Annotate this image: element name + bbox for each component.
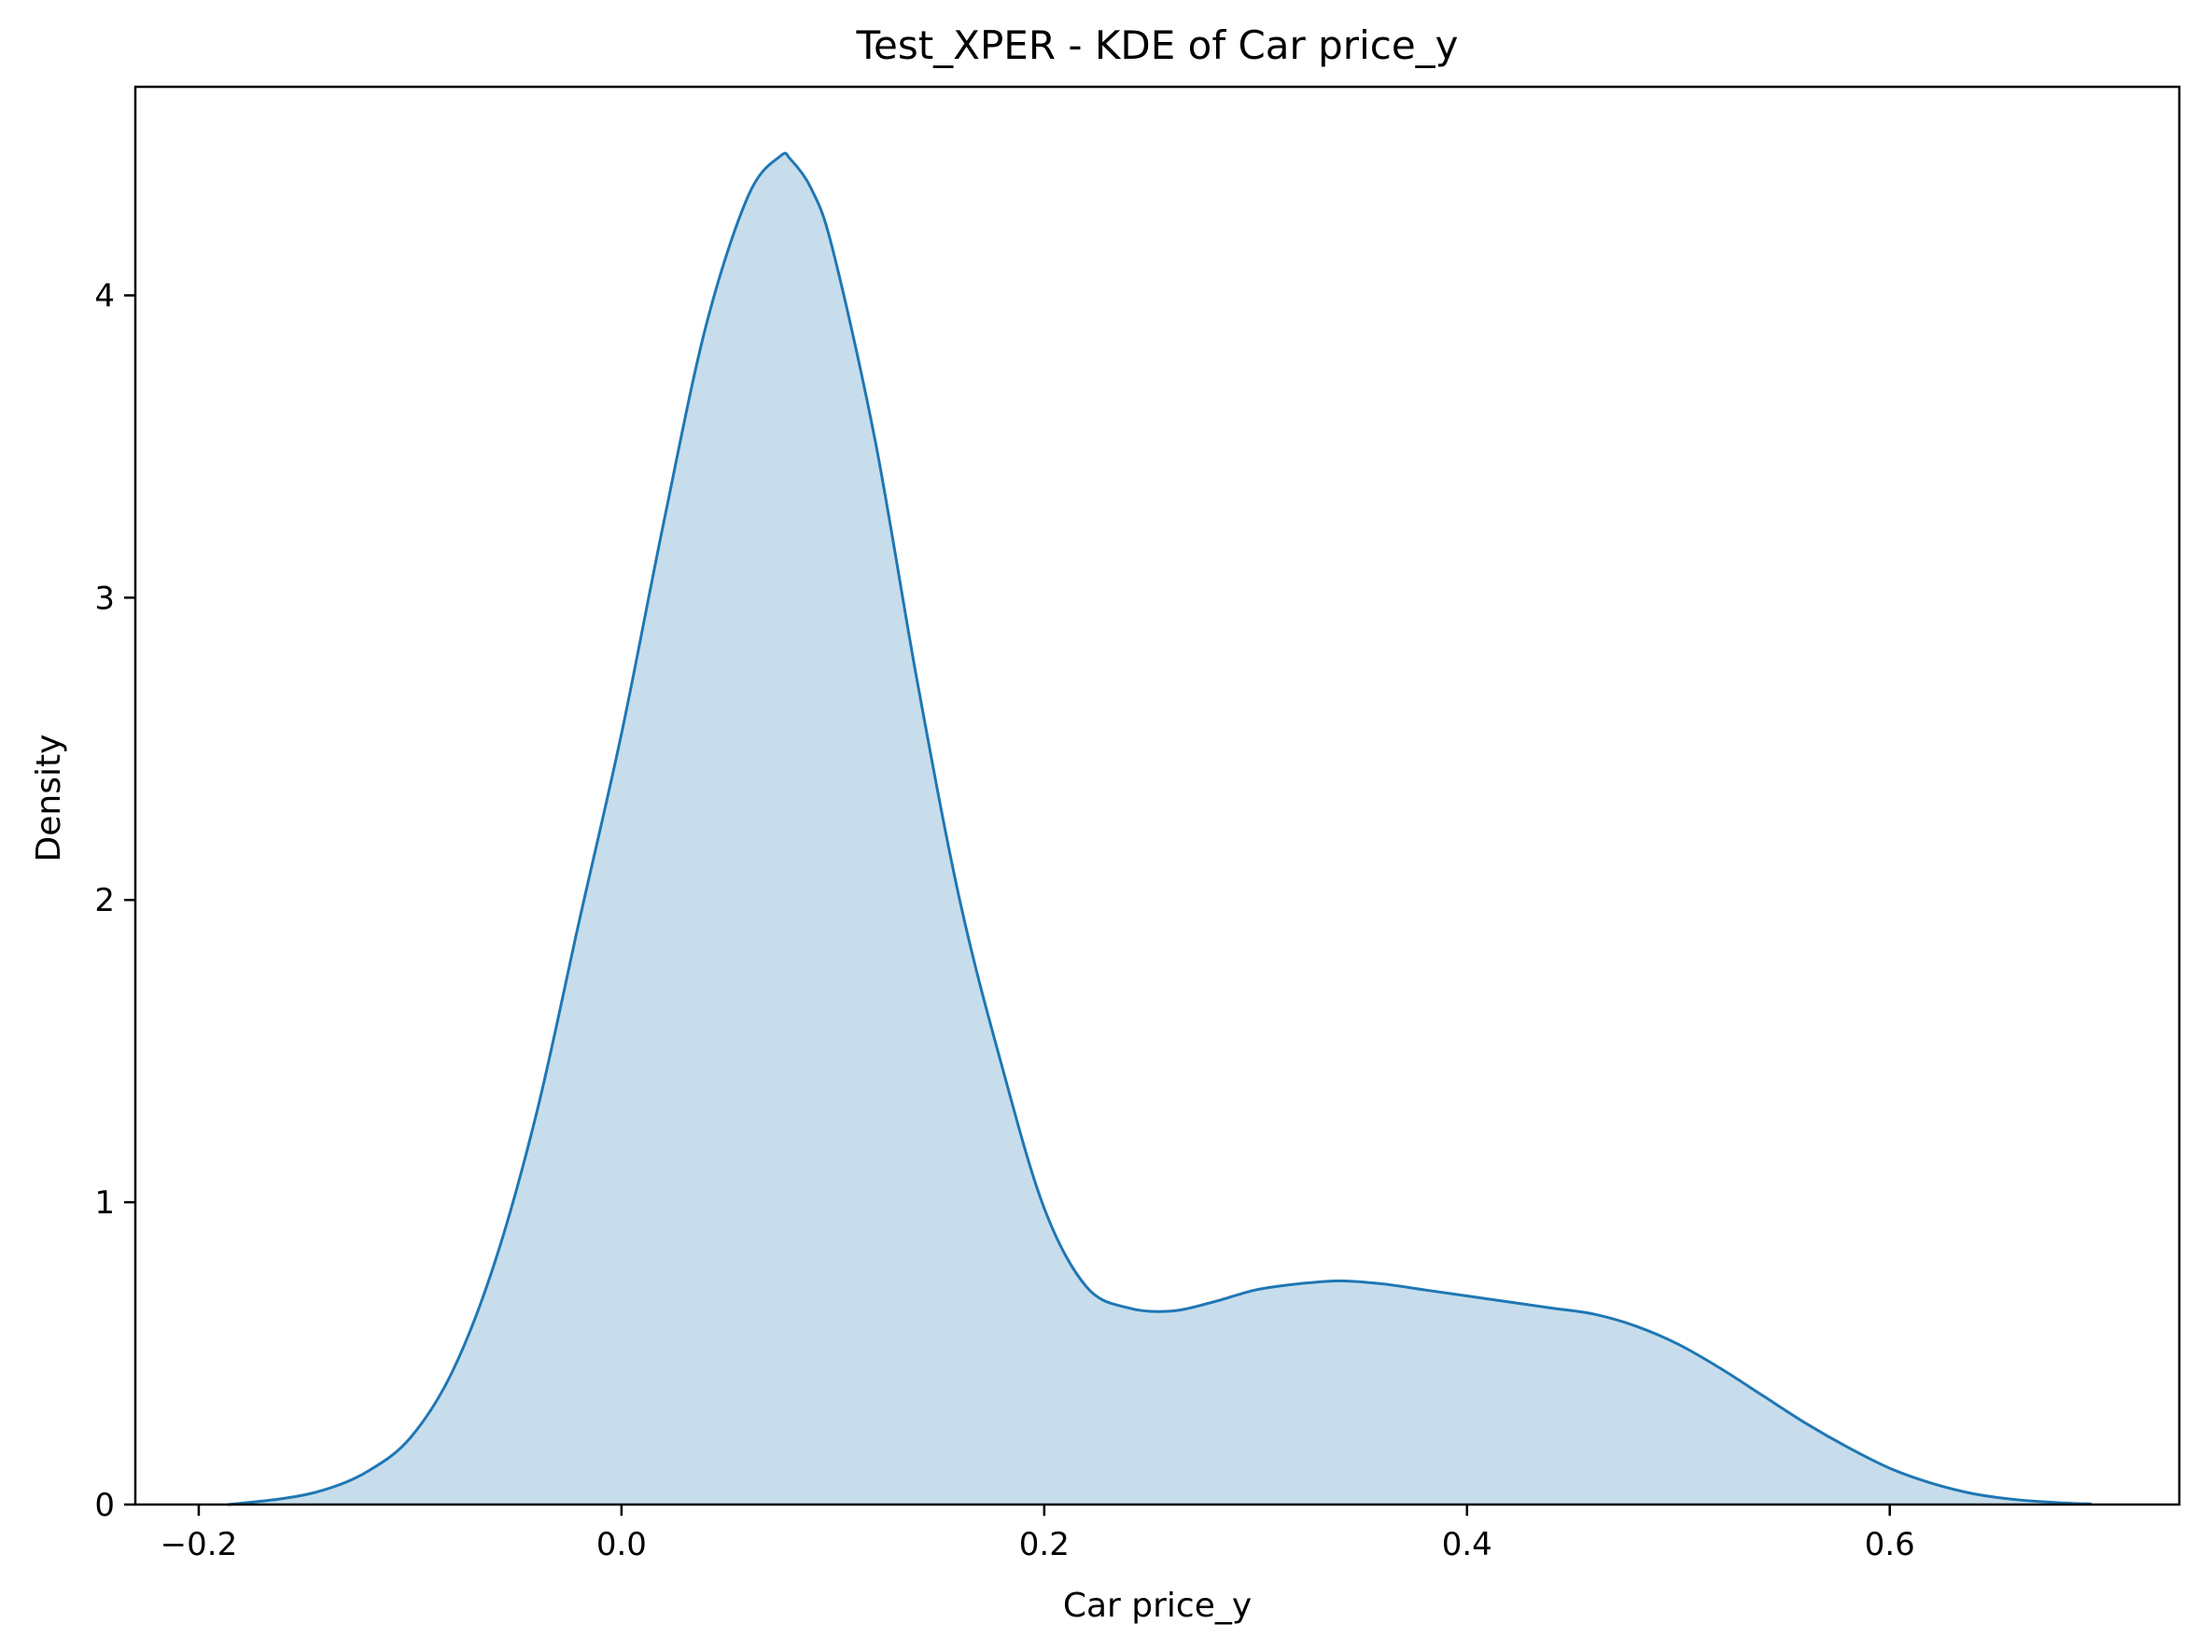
axes-frame (133, 85, 2181, 1506)
kde-area-fill (228, 153, 2091, 1505)
y-axis-ticks: 0 1 2 3 4 (94, 277, 135, 1524)
y-tick-label: 0 (94, 1487, 115, 1524)
kde-curve-line (227, 151, 2093, 1506)
plot-area (227, 151, 2093, 1506)
y-axis-label: Density (30, 735, 68, 862)
x-tick-label: −0.2 (161, 1526, 238, 1563)
x-axis-ticks: −0.2 0.0 0.2 0.4 0.6 (161, 1505, 1915, 1563)
x-tick-label: 0.2 (1019, 1526, 1070, 1563)
x-axis-label: Car price_y (1063, 1587, 1252, 1625)
chart-title: Test_XPER - KDE of Car price_y (855, 22, 1458, 68)
y-tick-label: 1 (94, 1184, 115, 1222)
y-tick-label: 4 (94, 277, 115, 315)
x-tick-label: 0.6 (1865, 1526, 1915, 1563)
y-tick-label: 2 (94, 882, 115, 919)
x-tick-label: 0.4 (1442, 1526, 1492, 1563)
x-tick-label: 0.0 (596, 1526, 647, 1563)
y-tick-label: 3 (94, 580, 115, 617)
